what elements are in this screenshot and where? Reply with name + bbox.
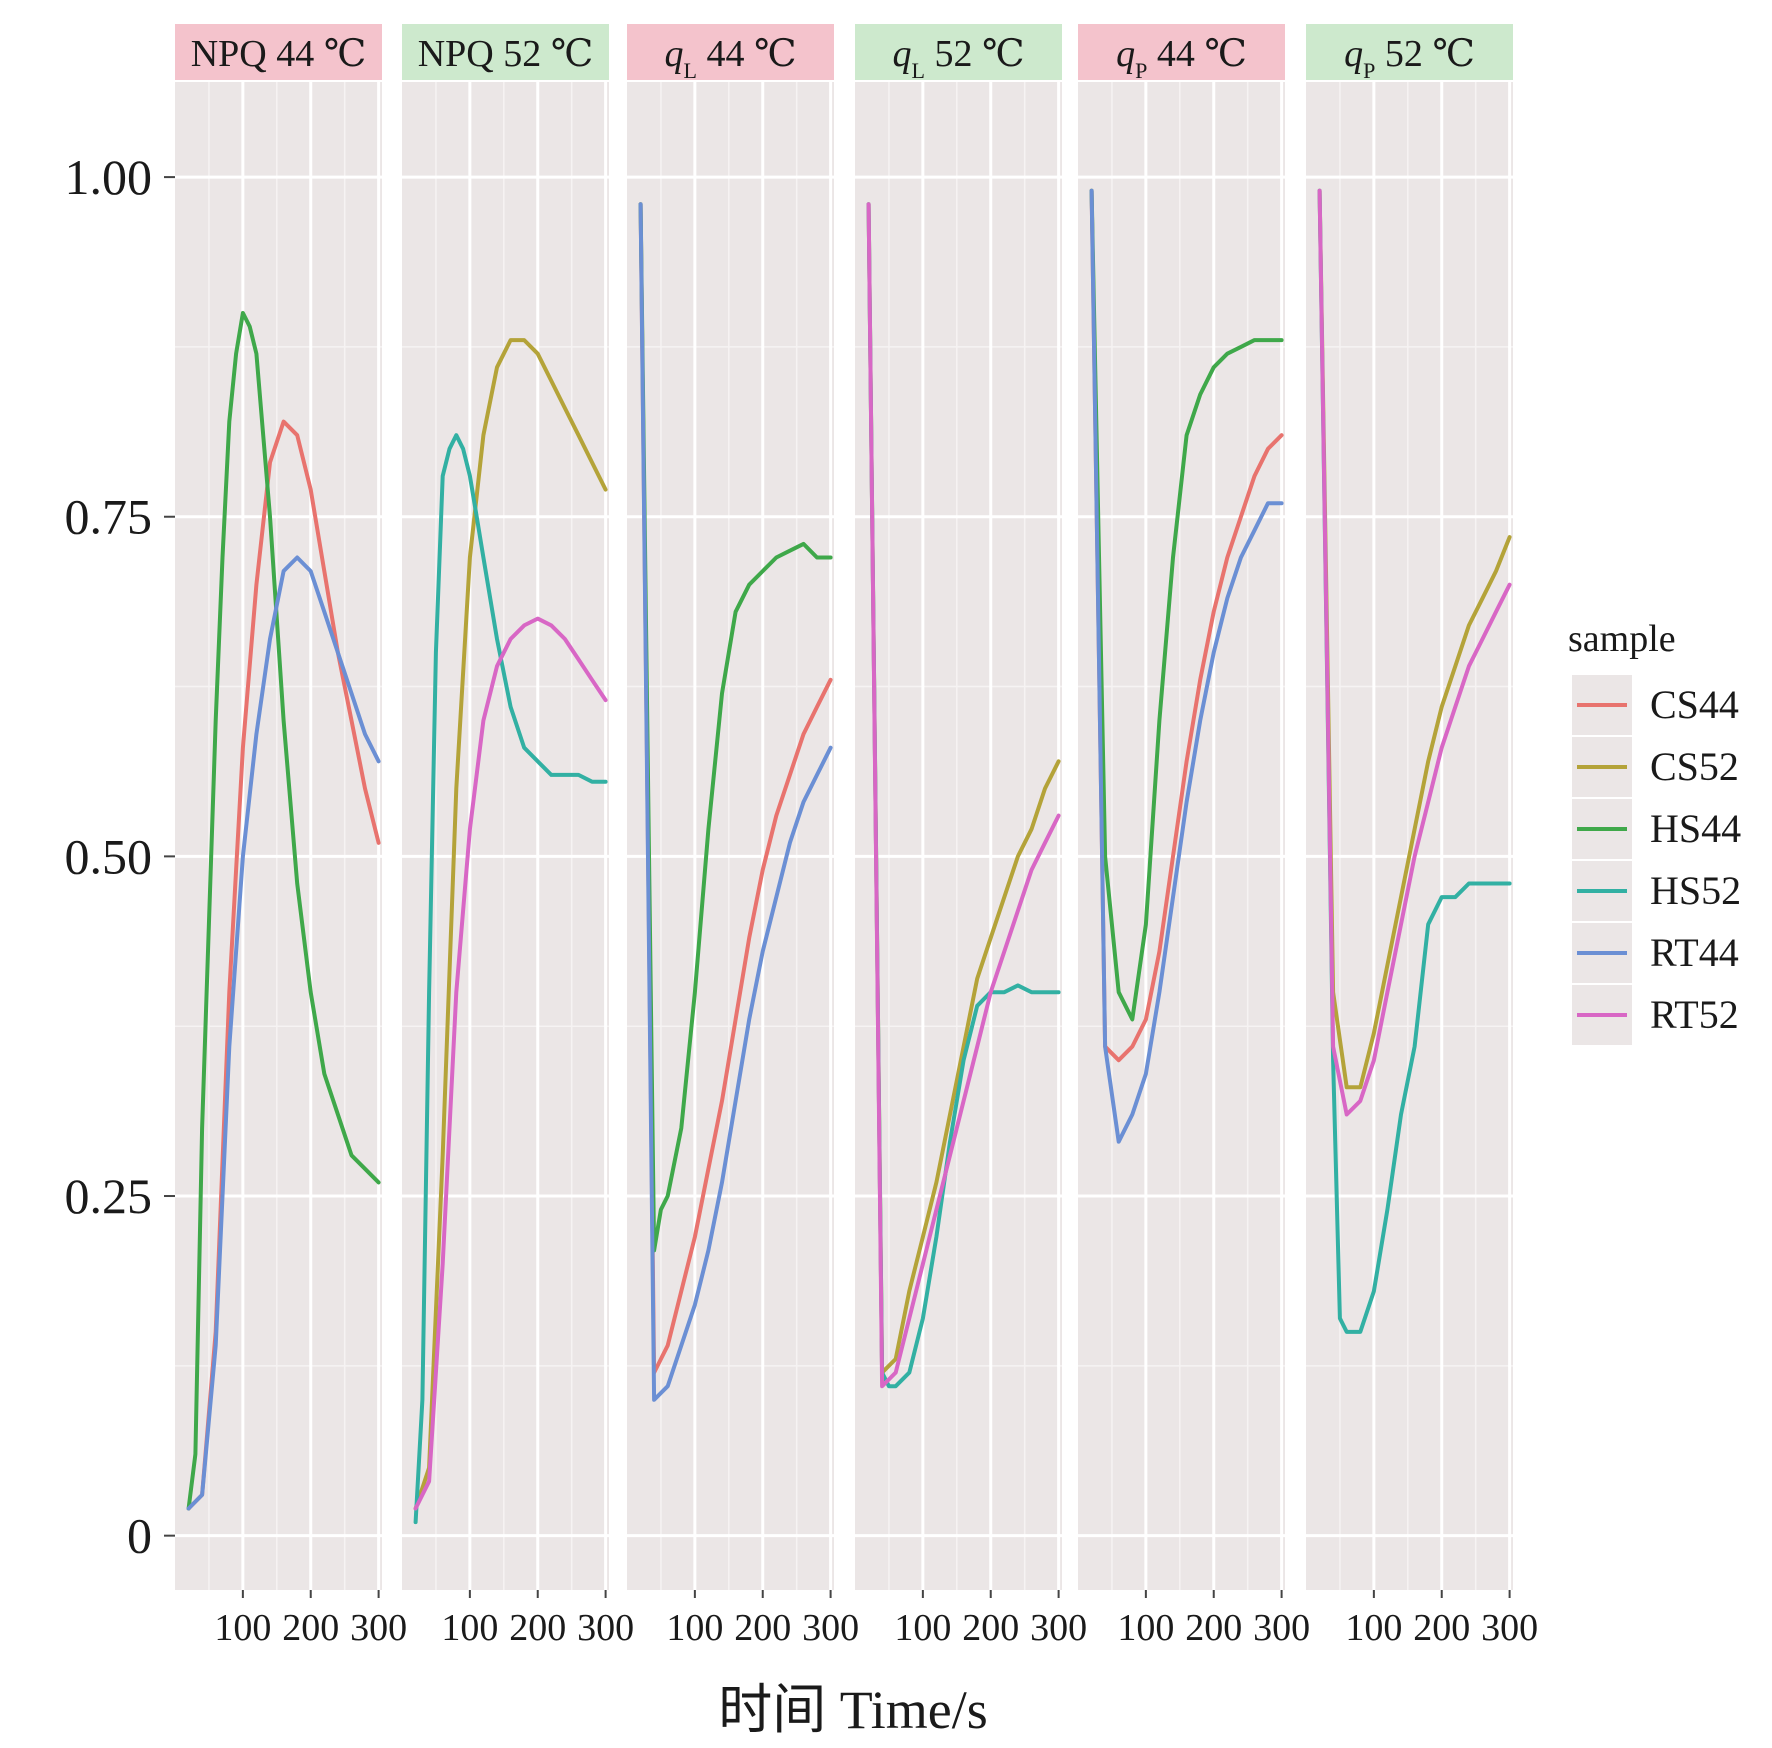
legend: sample CS44 CS52 HS44 HS52 RT44 RT52 bbox=[1568, 618, 1741, 1045]
series-line-cs52 bbox=[866, 202, 1061, 1375]
facet-panel-3: qL 44 ℃ 100 200 300 bbox=[627, 24, 859, 1649]
legend-label-rt44: RT44 bbox=[1650, 930, 1739, 975]
facet-strip-background bbox=[1078, 24, 1285, 80]
facet-strip-label: qP 44 ℃ bbox=[1116, 33, 1247, 83]
facet-strip-label: qP 52 ℃ bbox=[1344, 33, 1475, 83]
series-line-hs52 bbox=[1317, 188, 1512, 1334]
y-tick-label: 0.75 bbox=[65, 489, 153, 545]
facet-strip-background bbox=[627, 24, 834, 80]
x-tick-label: 300 bbox=[1481, 1607, 1538, 1649]
y-tick-label: 0 bbox=[127, 1508, 152, 1564]
x-tick-label: 300 bbox=[577, 1607, 634, 1649]
y-tick-label: 1.00 bbox=[65, 149, 153, 205]
x-tick-label: 300 bbox=[1253, 1607, 1310, 1649]
facet-label-temperature: 44 ℃ bbox=[1147, 33, 1247, 75]
legend-label-cs44: CS44 bbox=[1650, 682, 1739, 727]
facet-strip-label: NPQ 52 ℃ bbox=[418, 33, 594, 75]
legend-label-cs52: CS52 bbox=[1650, 744, 1739, 789]
series-line-rt44 bbox=[1089, 188, 1284, 1144]
x-tick-label: 300 bbox=[802, 1607, 859, 1649]
legend-title: sample bbox=[1568, 618, 1676, 660]
x-tick-label: 300 bbox=[350, 1607, 407, 1649]
x-tick-label: 200 bbox=[1413, 1607, 1470, 1649]
series-line-cs44 bbox=[1089, 188, 1284, 1063]
x-tick-label: 300 bbox=[1030, 1607, 1087, 1649]
facet-panel-6: qP 52 ℃ 100 200 300 bbox=[1306, 24, 1538, 1649]
facet-strip-label: qL 52 ℃ bbox=[893, 33, 1025, 83]
x-tick-label: 200 bbox=[734, 1607, 791, 1649]
facet-label-prefix: q bbox=[1344, 33, 1363, 75]
series-line-cs52 bbox=[1317, 188, 1512, 1090]
facet-label-prefix: NPQ bbox=[418, 33, 494, 75]
x-tick-label: 100 bbox=[441, 1607, 498, 1649]
facet-panel-2: NPQ 52 ℃ 100 200 300 bbox=[402, 24, 634, 1649]
series-line-rt52 bbox=[1317, 188, 1512, 1117]
series-line-cs52 bbox=[413, 338, 608, 1511]
x-tick-label: 100 bbox=[214, 1607, 271, 1649]
series-line-hs44 bbox=[1089, 188, 1284, 1022]
facet-label-temperature: 52 ℃ bbox=[925, 33, 1025, 75]
x-tick-label: 200 bbox=[509, 1607, 566, 1649]
x-tick-label: 200 bbox=[1185, 1607, 1242, 1649]
series-line-hs52 bbox=[866, 202, 1061, 1389]
x-tick-label: 100 bbox=[1345, 1607, 1402, 1649]
y-tick-label: 0.50 bbox=[65, 828, 153, 884]
series-line-rt52 bbox=[413, 616, 608, 1511]
series-line-hs44 bbox=[186, 311, 381, 1511]
panel-background bbox=[1306, 82, 1513, 1590]
legend-label-hs52: HS52 bbox=[1650, 868, 1741, 913]
facet-strip-background bbox=[855, 24, 1062, 80]
series-line-cs44 bbox=[638, 202, 833, 1375]
series-line-hs52 bbox=[413, 433, 608, 1525]
x-tick-label: 200 bbox=[282, 1607, 339, 1649]
facet-panel-4: qL 52 ℃ 100 200 300 bbox=[855, 24, 1087, 1649]
series-line-rt52 bbox=[866, 202, 1061, 1389]
facet-strip-background bbox=[175, 24, 382, 80]
y-tick-label: 0.25 bbox=[65, 1168, 153, 1224]
facet-label-subscript: P bbox=[1135, 58, 1147, 83]
series-line-rt44 bbox=[638, 202, 833, 1402]
x-tick-label: 100 bbox=[1117, 1607, 1174, 1649]
facet-label-prefix: q bbox=[893, 33, 912, 75]
facet-panel-5: qP 44 ℃ 100 200 300 bbox=[1078, 24, 1310, 1649]
legend-label-rt52: RT52 bbox=[1650, 992, 1739, 1037]
facet-label-temperature: 52 ℃ bbox=[1375, 33, 1475, 75]
x-tick-label: 100 bbox=[666, 1607, 723, 1649]
facet-label-subscript: P bbox=[1363, 58, 1375, 83]
facet-label-prefix: q bbox=[1116, 33, 1135, 75]
panel-background bbox=[175, 82, 382, 1590]
x-axis-title: 时间 Time/s bbox=[718, 1680, 988, 1740]
facet-label-subscript: L bbox=[684, 58, 697, 83]
x-tick-label: 200 bbox=[962, 1607, 1019, 1649]
facet-strip-background bbox=[1306, 24, 1513, 80]
facet-label-temperature: 44 ℃ bbox=[267, 33, 367, 75]
facet-label-subscript: L bbox=[912, 58, 925, 83]
series-line-rt44 bbox=[186, 555, 381, 1511]
legend-label-hs44: HS44 bbox=[1650, 806, 1741, 851]
x-tick-label: 100 bbox=[894, 1607, 951, 1649]
panel-background bbox=[855, 82, 1062, 1590]
facet-label-prefix: NPQ bbox=[191, 33, 267, 75]
facet-panel-1: NPQ 44 ℃ 100 200 300 bbox=[175, 24, 407, 1649]
series-line-hs44 bbox=[638, 202, 833, 1253]
facet-strip-background bbox=[402, 24, 609, 80]
facet-label-temperature: 44 ℃ bbox=[697, 33, 797, 75]
facet-strip-label: qL 44 ℃ bbox=[665, 33, 797, 83]
facet-label-temperature: 52 ℃ bbox=[494, 33, 594, 75]
facet-strip-label: NPQ 44 ℃ bbox=[191, 33, 367, 75]
facet-label-prefix: q bbox=[665, 33, 684, 75]
